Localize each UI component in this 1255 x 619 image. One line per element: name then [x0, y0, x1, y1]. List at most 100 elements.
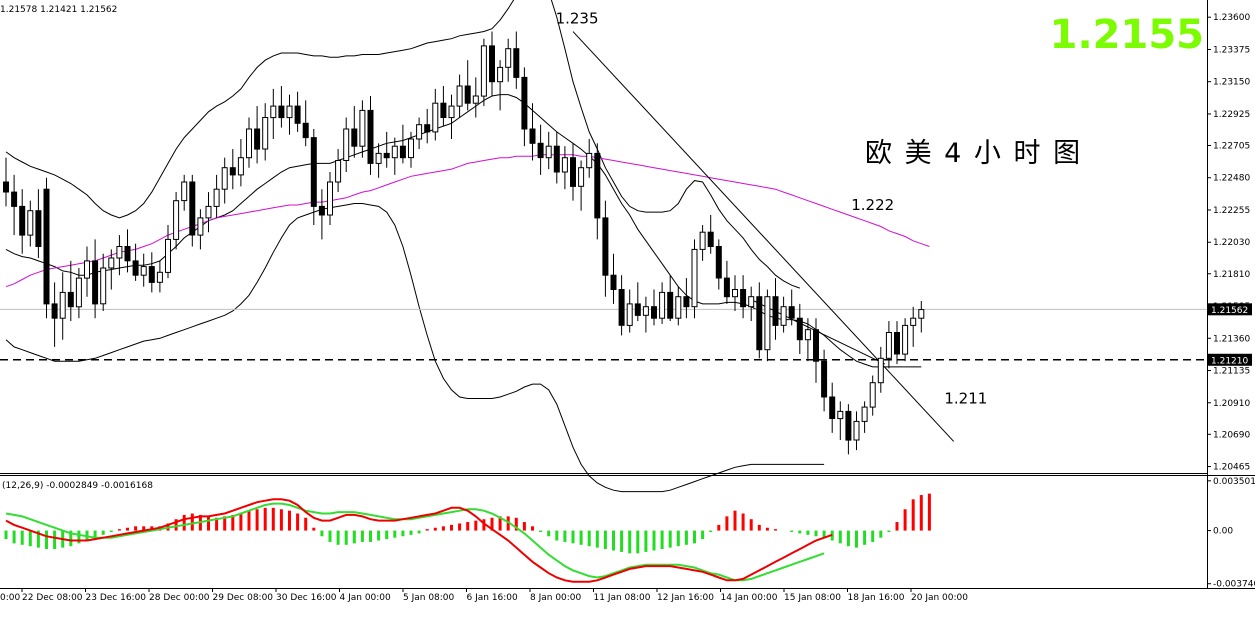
candle-body [586, 152, 593, 169]
candle-body [804, 329, 811, 341]
macd-axis: 0.0035017 0.00 -0.003740 [1207, 477, 1255, 590]
instrument-header: 1.21578 1.21421 1.21562 [0, 5, 117, 15]
price-tick-label: 1.21810 [1213, 270, 1250, 280]
macd-tick-label: 0.0035017 [1213, 477, 1255, 487]
candle-body [278, 105, 285, 119]
candle-body [335, 160, 342, 183]
candle-body [877, 357, 884, 384]
candle-body [11, 191, 18, 207]
candle-body [578, 167, 585, 187]
price-tick-label: 1.23375 [1213, 45, 1250, 55]
candle-body [43, 188, 50, 305]
candle-body [440, 102, 447, 118]
candle-body [699, 231, 706, 250]
candle-body [399, 145, 406, 159]
bollinger-lower-band [5, 203, 825, 493]
price-tick-label: 1.21360 [1213, 334, 1250, 344]
candle-body [51, 303, 58, 319]
price-tick-label: 1.22255 [1213, 206, 1250, 216]
candle-body [594, 152, 601, 219]
candle-body [659, 291, 666, 319]
candle-body [237, 157, 244, 176]
macd-tick-label: -0.003740 [1213, 580, 1255, 590]
price-tick-label: 1.23150 [1213, 78, 1250, 88]
candle-body [19, 205, 26, 236]
candle-body [902, 324, 909, 355]
time-tick-label: 28 Dec 00:00 [149, 593, 210, 603]
candle-body [189, 181, 196, 236]
price-annotation: 1.235 [556, 10, 599, 28]
candle-body [780, 306, 787, 326]
candle-body [197, 217, 204, 236]
candle-body [537, 142, 544, 159]
candle-body [910, 317, 917, 326]
candle-body [108, 257, 115, 269]
candle-body [521, 76, 528, 130]
candle-body [553, 145, 560, 173]
macd-signal-line [5, 502, 825, 582]
candle-body [294, 105, 301, 124]
candle-body [35, 210, 42, 247]
candle-body [383, 152, 390, 159]
candle-body [140, 266, 147, 276]
time-tick-label: 14 Jan 00:00 [721, 593, 778, 603]
time-axis: 0:00 22 Dec 08:00 23 Dec 16:00 28 Dec 00:00… [0, 588, 968, 603]
candle-body [213, 188, 220, 207]
candle-body [124, 246, 131, 262]
candle-body [610, 274, 617, 291]
price-tick-label: 1.23600 [1213, 13, 1250, 23]
candle-body [489, 45, 495, 83]
time-tick-label: 12 Jan 16:00 [657, 593, 714, 603]
candle-body [602, 217, 609, 276]
price-tick-label: 1.22925 [1213, 110, 1250, 120]
price-axis: 1.23600 1.23375 1.23150 1.22925 1.22705 1.224… [1207, 13, 1252, 473]
candle-body [132, 260, 139, 276]
candle-body [529, 128, 536, 144]
time-tick-label: 15 Jan 08:00 [784, 593, 841, 603]
candle-body [667, 291, 674, 319]
candle-body [367, 109, 374, 164]
candle-body [513, 48, 520, 78]
candle-body [756, 296, 763, 351]
candle-body [691, 248, 698, 308]
time-tick-label: 23 Dec 16:00 [86, 593, 147, 603]
price-tick-label: 1.20910 [1213, 399, 1250, 409]
price-tick-label: 1.21135 [1213, 367, 1250, 377]
candle-body [707, 231, 714, 247]
candle-body [343, 128, 350, 161]
candle-body [246, 128, 252, 159]
candle-body [480, 45, 487, 97]
candle-body [853, 420, 860, 441]
candle-body [772, 296, 779, 326]
time-tick-label: 4 Jan 00:00 [340, 593, 392, 603]
candle-body [788, 306, 795, 319]
sma-line [5, 154, 930, 288]
candle-body [829, 396, 836, 419]
candle-body [764, 296, 771, 351]
candle-body [351, 128, 358, 147]
candle-body [327, 181, 333, 216]
candle-body [869, 382, 876, 408]
candle-body [254, 128, 261, 150]
candle-body [318, 205, 325, 216]
price-annotations: 1.235 1.222 1.211 [556, 10, 988, 408]
price-tick-label: 1.20465 [1213, 463, 1250, 473]
time-tick-label: 20 Jan 00:00 [911, 593, 968, 603]
candlesticks [3, 31, 925, 455]
candle-body [116, 246, 123, 259]
candle-body [845, 410, 852, 441]
candle-body [424, 124, 431, 133]
candle-body [75, 277, 82, 308]
candle-body [472, 95, 479, 104]
time-tick-label: 6 Jan 16:00 [467, 593, 519, 603]
candle-body [173, 200, 180, 240]
candle-body [675, 296, 682, 319]
candle-body [262, 117, 269, 150]
candle-body [286, 105, 293, 119]
moving-average-line [5, 154, 930, 288]
price-tick-label: 1.20690 [1213, 430, 1250, 440]
candle-body [302, 122, 309, 139]
candle-body [165, 238, 171, 273]
